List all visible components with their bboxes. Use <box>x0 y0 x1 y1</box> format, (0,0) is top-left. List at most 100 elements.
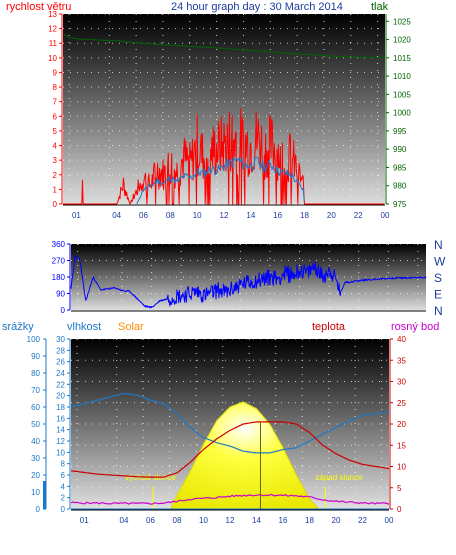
rain-tick-label: 10 <box>31 488 40 497</box>
wind-hour-label: 16 <box>273 211 282 220</box>
pressure-tick-label: 985 <box>393 163 407 172</box>
wind-tick-label: 11 <box>49 39 58 48</box>
wind-tick-label: 9 <box>53 68 58 77</box>
temp-hour-label: 08 <box>173 516 182 525</box>
wind-pressure-chart: 0123456789101112139759809859909951000100… <box>6 1 411 220</box>
pressure-tick-label: 1015 <box>393 54 411 63</box>
rain-tick-label: 90 <box>31 352 40 361</box>
temp-tick-label: 10 <box>397 463 406 472</box>
humidity-tick-label: 14 <box>56 426 65 435</box>
rain-tick-label: 20 <box>31 471 40 480</box>
pressure-tick-label: 1005 <box>393 90 411 99</box>
direction-series <box>70 255 427 309</box>
wind-tick-label: 13 <box>48 10 57 19</box>
humidity-tick-label: 12 <box>56 437 65 446</box>
wind-hour-label: 01 <box>72 211 81 220</box>
temp-tick-label: 0 <box>397 505 402 514</box>
humidity-tick-label: 0 <box>61 505 66 514</box>
temp-tick-label: 15 <box>397 441 406 450</box>
humidity-tick-label: 22 <box>56 380 65 389</box>
wind-hour-label: 08 <box>166 211 175 220</box>
sunset-label: západ slunce <box>315 473 363 482</box>
pressure-tick-label: 1020 <box>393 36 411 45</box>
humidity-tick-label: 24 <box>56 369 65 378</box>
humidity-tick-label: 28 <box>56 346 65 355</box>
wind-hour-label: 06 <box>139 211 148 220</box>
wind-tick-label: 8 <box>53 83 58 92</box>
wind-hour-label: 00 <box>381 211 390 220</box>
pressure-line <box>62 33 385 59</box>
legend-humidity: vlhkost <box>67 321 101 333</box>
temp-tick-label: 35 <box>397 356 406 365</box>
wind-hour-label: 18 <box>300 211 309 220</box>
compass-label: S <box>434 271 442 285</box>
legend-rain: srážky <box>2 321 34 333</box>
wind-series <box>62 33 385 205</box>
legend-temperature: teplota <box>312 321 346 333</box>
pressure-tick-label: 995 <box>393 127 407 136</box>
temp-tick-label: 20 <box>397 420 406 429</box>
temp-hour-label: 00 <box>385 516 394 525</box>
wind-hour-label: 20 <box>327 211 336 220</box>
wind-average-line <box>136 157 305 205</box>
compass-label: E <box>434 288 442 302</box>
humidity-tick-label: 10 <box>56 448 65 457</box>
direction-tick-label: 270 <box>52 257 66 266</box>
temp-tick-label: 25 <box>397 399 406 408</box>
temp-hour-label: 10 <box>199 516 208 525</box>
wind-tick-label: 5 <box>53 127 58 136</box>
temp-hour-label: 22 <box>358 516 367 525</box>
rain-tick-label: 70 <box>31 386 40 395</box>
wind-plot-area <box>63 14 385 204</box>
wind-tick-label: 7 <box>53 98 58 107</box>
compass-label: W <box>434 255 446 269</box>
compass-label: N <box>434 304 443 318</box>
direction-tick-label: 180 <box>52 273 66 282</box>
wind-tick-label: 2 <box>53 171 58 180</box>
rain-tick-label: 30 <box>31 454 40 463</box>
temp-hour-label: 16 <box>279 516 288 525</box>
temp-hour-label: 01 <box>80 516 89 525</box>
temp-tick-label: 5 <box>397 484 402 493</box>
pressure-tick-label: 990 <box>393 145 407 154</box>
wind-hour-label: 04 <box>112 211 121 220</box>
wind-hour-label: 22 <box>354 211 363 220</box>
humidity-tick-label: 30 <box>56 335 65 344</box>
temp-series: východ slunce západ slunce <box>70 392 390 510</box>
wind-tick-label: 6 <box>53 112 58 121</box>
temp-hour-label: 20 <box>332 516 341 525</box>
temperature-humidity-chart: východ slunce západ slunce 01020304050607… <box>2 321 439 525</box>
direction-tick-label: 0 <box>61 306 66 315</box>
rain-tick-label: 0 <box>36 505 41 514</box>
humidity-tick-label: 18 <box>56 403 65 412</box>
legend-solar: Solar <box>118 321 144 333</box>
pressure-tick-label: 975 <box>393 200 407 209</box>
wind-hour-label: 10 <box>193 211 202 220</box>
temp-hour-label: 12 <box>226 516 235 525</box>
wind-tick-label: 10 <box>48 54 57 63</box>
wind-tick-label: 1 <box>53 185 58 194</box>
legend-dewpoint: rosný bod <box>391 321 439 333</box>
temp-axes: 0102030405060708090100024681012141618202… <box>27 335 407 525</box>
pressure-tick-label: 980 <box>393 182 407 191</box>
rain-axis-bar <box>43 481 46 509</box>
wind-axis-title: rychlost větru <box>6 1 71 13</box>
dewpoint-line <box>70 493 390 505</box>
wind-gust-line <box>63 108 385 205</box>
humidity-tick-label: 2 <box>61 494 66 503</box>
wind-tick-label: 4 <box>53 142 58 151</box>
chart-title: 24 hour graph day : 30 March 2014 <box>171 1 343 13</box>
rain-tick-label: 80 <box>31 369 40 378</box>
temp-hour-label: 14 <box>252 516 261 525</box>
rain-tick-label: 50 <box>31 420 40 429</box>
wind-hour-label: 14 <box>246 211 255 220</box>
humidity-tick-label: 6 <box>61 471 66 480</box>
temp-hour-label: 18 <box>305 516 314 525</box>
wind-tick-label: 0 <box>53 200 58 209</box>
direction-line <box>70 255 427 309</box>
wind-tick-label: 12 <box>48 25 57 34</box>
